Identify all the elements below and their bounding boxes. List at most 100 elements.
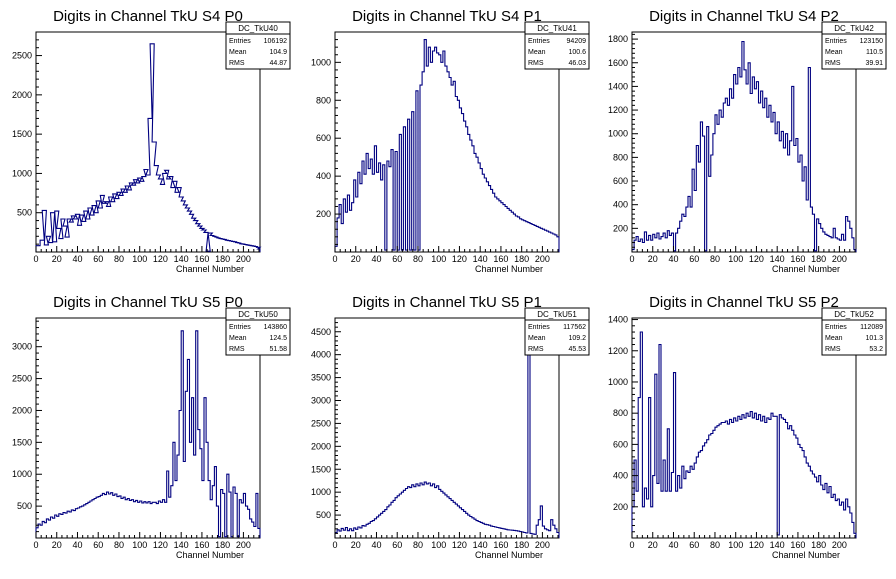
- y-tick-label: 3000: [311, 396, 331, 406]
- stats-label: Entries: [528, 324, 550, 331]
- y-tick-label: 3500: [311, 373, 331, 383]
- x-tick-label: 120: [749, 540, 764, 550]
- x-axis-label: Channel Number: [176, 264, 244, 274]
- histogram-panel: Digits in Channel TkU S4 P1 0 20 40 60 80 100 1…: [311, 8, 590, 274]
- y-tick-label: 200: [316, 209, 331, 219]
- x-tick-label: 40: [72, 540, 82, 550]
- histogram-panel: Digits in Channel TkU S5 P2 0 20 40 60 80 100 1…: [608, 294, 887, 560]
- stats-value: 45.53: [568, 346, 586, 353]
- y-tick-label: 200: [613, 502, 628, 512]
- stats-value: 123150: [860, 38, 883, 45]
- x-tick-label: 60: [392, 540, 402, 550]
- x-tick-label: 0: [332, 254, 337, 264]
- x-tick-label: 20: [52, 540, 62, 550]
- x-axis-label: Channel Number: [475, 550, 543, 560]
- x-tick-label: 120: [452, 254, 467, 264]
- stats-value: 124.5: [269, 335, 287, 342]
- x-tick-label: 80: [710, 254, 720, 264]
- stats-value: 104.9: [269, 49, 287, 56]
- x-tick-label: 40: [668, 540, 678, 550]
- stats-value: 112089: [860, 324, 883, 331]
- x-tick-label: 100: [132, 254, 147, 264]
- stats-box: DC_TkU51 Entries 117562 Mean 109.2 RMS 45.53: [524, 307, 590, 356]
- stats-label: Entries: [528, 38, 550, 45]
- stats-label: RMS: [528, 346, 544, 353]
- stats-name: DC_TkU52: [834, 310, 874, 319]
- x-tick-label: 40: [72, 254, 82, 264]
- stats-name: DC_TkU40: [238, 24, 278, 33]
- x-tick-label: 200: [236, 540, 251, 550]
- x-tick-label: 100: [728, 540, 743, 550]
- histogram-line: [631, 40, 857, 252]
- x-tick-label: 60: [689, 254, 699, 264]
- y-tick-label: 400: [316, 171, 331, 181]
- stats-label: Mean: [229, 49, 247, 56]
- x-tick-label: 20: [351, 254, 361, 264]
- x-tick-label: 80: [413, 540, 423, 550]
- y-tick-label: 1000: [12, 168, 32, 178]
- plot-frame: [35, 317, 261, 539]
- stats-box-frame: [524, 307, 590, 356]
- x-tick-label: 0: [629, 540, 634, 550]
- x-tick-label: 20: [648, 540, 658, 550]
- histogram-panel: Digits in Channel TkU S5 P0 0 20 40 60 80 100 1…: [12, 294, 291, 560]
- stats-value: 94209: [567, 38, 587, 45]
- x-tick-label: 40: [668, 254, 678, 264]
- stats-name: DC_TkU51: [537, 310, 577, 319]
- stats-value: 51.58: [269, 346, 287, 353]
- stats-box: DC_TkU41 Entries 94209 Mean 100.6 RMS 46.03: [524, 21, 590, 70]
- x-tick-label: 0: [33, 540, 38, 550]
- y-tick-label: 2500: [311, 418, 331, 428]
- y-tick-label: 600: [316, 133, 331, 143]
- x-axis-label: Channel Number: [475, 264, 543, 274]
- histogram-line: [334, 347, 560, 538]
- stats-label: RMS: [229, 346, 245, 353]
- x-tick-label: 60: [392, 254, 402, 264]
- x-tick-label: 180: [811, 540, 826, 550]
- x-tick-label: 200: [535, 254, 550, 264]
- x-tick-label: 200: [535, 540, 550, 550]
- stats-label: RMS: [528, 60, 544, 67]
- y-tick-label: 1400: [608, 315, 628, 325]
- y-tick-label: 1500: [12, 437, 32, 447]
- x-tick-label: 20: [648, 254, 658, 264]
- x-tick-label: 0: [629, 254, 634, 264]
- x-tick-label: 120: [153, 254, 168, 264]
- x-tick-label: 40: [371, 540, 381, 550]
- y-tick-label: 4500: [311, 327, 331, 337]
- y-tick-label: 600: [613, 176, 628, 186]
- y-tick-label: 3000: [12, 342, 32, 352]
- histogram-panel: Digits in Channel TkU S5 P1 0 20 40 60 80 100 1…: [311, 294, 590, 560]
- x-tick-label: 180: [514, 540, 529, 550]
- y-tick-label: 500: [316, 510, 331, 520]
- x-tick-label: 180: [514, 254, 529, 264]
- plot-frame: [631, 31, 857, 253]
- x-tick-label: 0: [33, 254, 38, 264]
- stats-name: DC_TkU42: [834, 24, 874, 33]
- y-tick-label: 1800: [608, 34, 628, 44]
- stats-label: RMS: [825, 60, 841, 67]
- histogram-line: [35, 43, 262, 252]
- stats-label: Entries: [229, 38, 251, 45]
- plot-title: Digits in Channel TkU S5 P2: [649, 294, 839, 311]
- y-tick-label: 2000: [12, 90, 32, 100]
- x-tick-label: 200: [832, 254, 847, 264]
- stats-value: 117562: [563, 324, 586, 331]
- y-tick-label: 1000: [608, 377, 628, 387]
- stats-box-frame: [524, 21, 590, 70]
- y-tick-label: 500: [17, 501, 32, 511]
- stats-value: 46.03: [568, 60, 586, 67]
- y-tick-label: 1500: [12, 129, 32, 139]
- plot-frame: [334, 31, 560, 253]
- stats-box: DC_TkU52 Entries 112089 Mean 101.3 RMS 53.2: [821, 307, 887, 356]
- stats-label: Mean: [528, 335, 546, 342]
- x-tick-label: 140: [473, 254, 488, 264]
- y-tick-label: 1000: [12, 469, 32, 479]
- x-tick-label: 60: [689, 540, 699, 550]
- histogram-line: [35, 330, 261, 538]
- x-tick-label: 160: [194, 540, 209, 550]
- x-tick-label: 180: [215, 254, 230, 264]
- x-tick-label: 100: [728, 254, 743, 264]
- stats-label: Mean: [825, 49, 843, 56]
